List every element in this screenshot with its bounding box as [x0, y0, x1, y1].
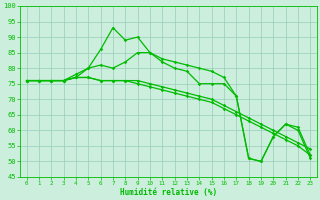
X-axis label: Humidité relative (%): Humidité relative (%): [120, 188, 217, 197]
